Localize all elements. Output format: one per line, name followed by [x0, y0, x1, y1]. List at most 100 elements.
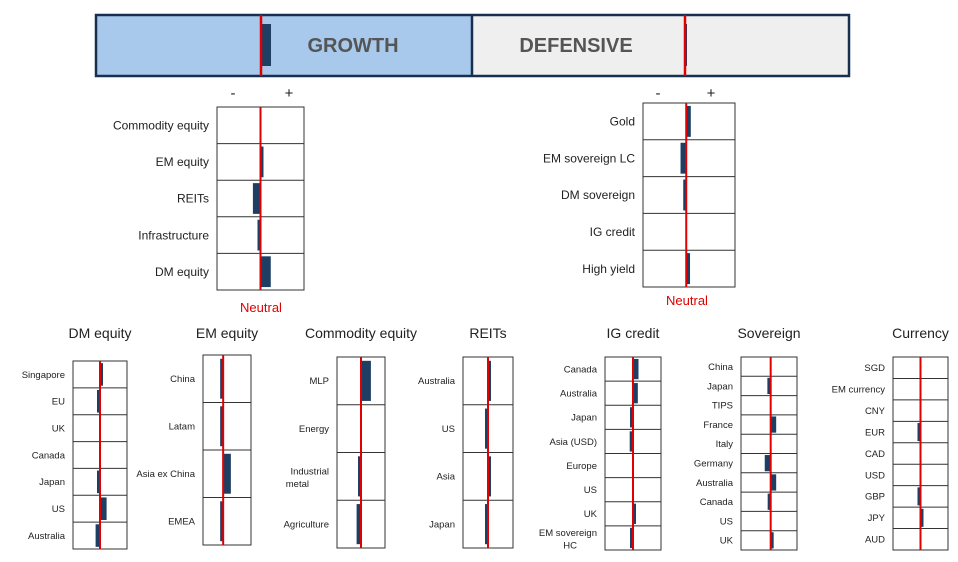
em-equity-label-asia-ex-china: Asia ex China	[136, 469, 195, 480]
ig-credit-label-australia: Australia	[560, 389, 598, 400]
dm-equity-label-canada: Canada	[32, 450, 66, 461]
ig-credit-bar-japan	[630, 407, 633, 428]
growth-label: GROWTH	[307, 35, 398, 57]
sovereign-bar-australia	[770, 474, 777, 491]
em-equity-title: EM equity	[196, 325, 258, 341]
growth-assets-panel: Commodity equity EM equity REITs Infrastruc…	[113, 106, 305, 291]
sovereign-bar-germany	[764, 455, 771, 472]
growth-scale-plus: +	[285, 85, 294, 102]
commodity-equity-label-mlp: MLP	[309, 376, 329, 387]
growth-defensive-banner: GROWTH DEFENSIVE	[94, 13, 851, 78]
em-equity-label-latam: Latam	[169, 422, 195, 433]
defensive-assets-panel: Gold EM sovereign LC DM sovereign IG credit…	[543, 102, 736, 288]
commodity-equity-label-agriculture: Agriculture	[284, 519, 329, 530]
commodity-equity-title: Commodity equity	[305, 325, 417, 341]
currency-label-sgd: SGD	[864, 363, 885, 374]
growth-assets-label-dm-equity: DM equity	[155, 265, 209, 279]
sovereign-title: Sovereign	[737, 325, 800, 341]
currency-label-gbp: GBP	[865, 492, 885, 503]
ig-credit-label-em-sovereign-hc-cont: HC	[563, 540, 577, 551]
reits-bar-australia	[488, 360, 491, 401]
currency-label-cad: CAD	[865, 449, 885, 460]
em-equity-bar-latam	[220, 406, 224, 447]
defensive-assets-label-gold: Gold	[610, 115, 635, 129]
reits-title: REITs	[469, 325, 506, 341]
sovereign-panel: Sovereign China Japan TIPS France Italy German…	[694, 325, 801, 551]
currency-label-jpy: JPY	[868, 513, 886, 524]
dm-equity-label-us: US	[52, 504, 65, 515]
defensive-label: DEFENSIVE	[519, 35, 632, 57]
dm-equity-label-singapore: Singapore	[22, 370, 65, 381]
growth-tilt-bar	[261, 24, 271, 66]
growth-assets-label-commodity-equity: Commodity equity	[113, 119, 209, 133]
em-equity-bar-asia-ex-china	[223, 453, 231, 494]
currency-label-aud: AUD	[865, 535, 885, 546]
commodity-equity-label-industrial-metal: Industrial	[290, 466, 329, 477]
defensive-assets-label-ig-credit: IG credit	[590, 225, 636, 239]
defensive-panel	[472, 15, 849, 76]
ig-credit-bar-uk	[633, 503, 636, 524]
sovereign-label-canada: Canada	[700, 497, 734, 508]
em-equity-bar-china	[220, 358, 224, 399]
ig-credit-panel: IG credit Canada Australia Japan Asia (USD) E…	[539, 325, 662, 551]
currency-label-usd: USD	[865, 470, 885, 481]
sovereign-bar-canada	[767, 493, 771, 510]
currency-bar-jpy	[920, 508, 924, 527]
ig-credit-label-uk: UK	[584, 509, 598, 520]
sovereign-bar-uk	[770, 532, 774, 549]
defensive-assets-bar-dm-sovereign	[683, 179, 687, 211]
defensive-scale-plus: +	[707, 85, 716, 102]
currency-bar-eur	[917, 423, 921, 442]
growth-scale-minus: -	[231, 85, 236, 102]
sovereign-label-uk: UK	[720, 536, 734, 547]
reits-bar-asia	[488, 456, 491, 497]
defensive-assets-bar-em-sovereign-lc	[680, 142, 687, 174]
growth-assets-bar-em-equity	[260, 146, 264, 178]
commodity-equity-panel: Commodity equity MLP Energy Industrial metal…	[284, 325, 417, 549]
sovereign-bar-japan	[767, 377, 771, 395]
currency-label-cny: CNY	[865, 406, 886, 417]
ig-credit-bar-em-sovereign-hc	[630, 527, 633, 549]
dm-equity-bar-japan	[97, 470, 100, 494]
sovereign-label-tips: TIPS	[712, 401, 733, 412]
ig-credit-label-japan: Japan	[571, 413, 597, 424]
sovereign-label-germany: Germany	[694, 458, 733, 469]
ig-credit-label-canada: Canada	[564, 364, 598, 375]
ig-credit-bar-australia	[633, 383, 638, 404]
currency-label-eur: EUR	[865, 427, 885, 438]
em-equity-label-china: China	[170, 374, 196, 385]
growth-assets-label-infrastructure: Infrastructure	[138, 228, 209, 242]
defensive-neutral-caption: Neutral	[666, 293, 708, 308]
growth-assets-bar-reits	[252, 183, 261, 214]
currency-panel: Currency SGD EM currency CNY EUR CAD USD GBP JPY…	[832, 325, 949, 551]
defensive-assets-bar-high-yield	[686, 253, 691, 285]
dm-equity-label-australia: Australia	[28, 531, 66, 542]
sovereign-label-japan: Japan	[707, 381, 733, 392]
defensive-assets-label-dm-sovereign: DM sovereign	[561, 188, 635, 202]
panel-group: Commodity equity EM equity REITs Infrastruc…	[22, 102, 949, 551]
sovereign-label-france: France	[703, 420, 733, 431]
ig-credit-label-us: US	[584, 485, 597, 496]
reits-label-asia: Asia	[437, 472, 456, 483]
ig-credit-bar-canada	[633, 358, 639, 380]
reits-label-japan: Japan	[429, 519, 455, 530]
defensive-scale-minus: -	[656, 85, 661, 102]
sovereign-bar-france	[770, 416, 777, 433]
sovereign-label-us: US	[720, 516, 733, 527]
dm-equity-label-eu: EU	[52, 397, 65, 408]
dm-equity-bar-us	[100, 497, 107, 520]
reits-panel: REITs Australia US Asia Japan	[418, 325, 514, 549]
growth-assets-label-reits: REITs	[177, 192, 209, 206]
growth-assets-label-em-equity: EM equity	[156, 155, 209, 169]
commodity-equity-label-energy: Energy	[299, 424, 329, 435]
defensive-assets-label-em-sovereign-lc: EM sovereign LC	[543, 151, 635, 165]
commodity-equity-bar-mlp	[361, 360, 371, 401]
commodity-equity-bar-agriculture	[356, 504, 361, 545]
commodity-equity-label-industrial-metal-cont: metal	[286, 479, 309, 490]
dm-equity-label-uk: UK	[52, 423, 66, 434]
growth-assets-bar-dm-equity	[260, 256, 271, 288]
growth-assets-bar-infrastructure	[257, 219, 261, 251]
currency-label-em-currency: EM currency	[832, 384, 886, 395]
dm-equity-panel: DM equity Singapore EU UK Canada Japan US Austr…	[22, 325, 132, 550]
ig-credit-label-asia-usd: Asia (USD)	[549, 437, 597, 448]
